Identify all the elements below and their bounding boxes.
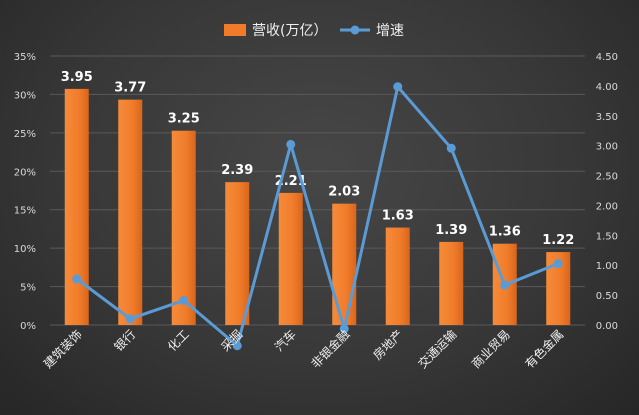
growth-line (75, 85, 559, 348)
growth-point-8 (446, 143, 456, 153)
x-category-label: 房地产 (370, 327, 406, 363)
growth-point-4 (232, 341, 242, 351)
bar-6 (332, 203, 357, 325)
x-category-label: 商业贸易 (468, 327, 513, 372)
bar-value-label: 1.22 (542, 233, 574, 248)
bar-value-label: 3.25 (168, 112, 200, 127)
legend-line-label: 增速 (376, 23, 404, 39)
growth-point-7 (393, 82, 403, 92)
y-left-tick-label: 15% (14, 206, 36, 217)
bar-4 (225, 182, 250, 325)
y-left-tick-label: 0% (20, 321, 36, 332)
bar-5 (278, 192, 303, 325)
bar-8 (439, 241, 464, 325)
x-category-label: 交通运输 (415, 327, 460, 372)
growth-point-2 (125, 314, 135, 324)
bar-7 (385, 227, 410, 325)
legend-bar-swatch (224, 24, 246, 36)
y-left-tick-label: 20% (14, 167, 36, 178)
y-right-tick-label: 4.50 (596, 52, 618, 63)
y-right-tick-label: 0.50 (596, 291, 618, 302)
y-right-tick-label: 1.00 (596, 261, 618, 272)
growth-point-5 (286, 139, 296, 149)
growth-point-6 (339, 324, 349, 334)
y-right-tick-label: 3.00 (596, 142, 618, 153)
bar-1 (64, 88, 89, 325)
y-right-tick-label: 4.00 (596, 82, 618, 93)
bar-3 (171, 130, 196, 325)
growth-point-10 (553, 259, 563, 269)
growth-point-1 (72, 274, 82, 284)
x-category-label: 建筑装饰 (40, 327, 85, 372)
growth-point-9 (500, 280, 510, 290)
y-left-tick-label: 35% (14, 52, 36, 63)
growth-point-3 (179, 295, 189, 305)
y-left-tick-label: 25% (14, 129, 36, 140)
legend-bar-label: 营收(万亿） (252, 23, 327, 39)
x-category-label: 化工 (165, 327, 192, 354)
y-right-tick-label: 1.50 (596, 231, 618, 242)
legend-line-marker (350, 25, 360, 35)
x-category-label: 有色金属 (522, 327, 567, 372)
y-left-tick-label: 5% (20, 283, 36, 294)
x-category-label: 汽车 (271, 327, 299, 355)
y-right-tick-label: 2.00 (596, 201, 618, 212)
y-right-tick-label: 2.50 (596, 172, 618, 183)
y-right-tick-label: 3.50 (596, 112, 618, 123)
x-category-label: 非银金融 (308, 327, 353, 372)
bar-value-label: 2.39 (221, 163, 253, 178)
y-left-tick-label: 30% (14, 90, 36, 101)
bar-value-label: 2.03 (328, 185, 360, 200)
bar-value-label: 1.63 (382, 209, 414, 224)
bar-value-label: 3.95 (61, 70, 93, 85)
x-category-label: 银行 (111, 327, 138, 354)
bar-2 (118, 99, 143, 325)
bar-value-label: 3.77 (114, 81, 146, 96)
bar-value-label: 1.36 (489, 225, 521, 240)
y-right-tick-label: 0.00 (596, 321, 618, 332)
bar-value-label: 1.39 (435, 223, 467, 238)
y-left-tick-label: 10% (14, 244, 36, 255)
